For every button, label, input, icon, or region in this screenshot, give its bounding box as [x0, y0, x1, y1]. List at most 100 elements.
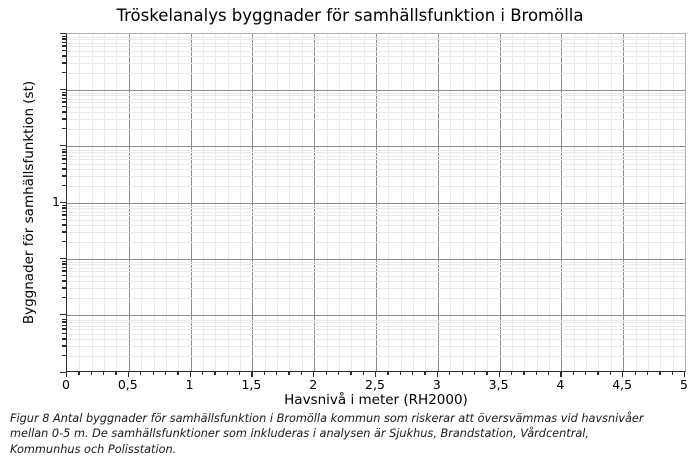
y-tick-major [60, 145, 66, 147]
x-gridline-minor [573, 34, 575, 371]
x-tick-label: 0 [62, 377, 70, 392]
x-tick-minor [152, 372, 154, 375]
x-gridline-major [561, 34, 563, 371]
y-gridline-minor [67, 215, 685, 217]
x-tick-minor [239, 372, 241, 375]
y-gridline-minor [67, 356, 685, 358]
y-tick-minor [62, 218, 66, 221]
x-tick-major [622, 372, 624, 377]
y-tick-minor [62, 128, 66, 130]
y-tick-major [60, 202, 66, 204]
y-tick-major [60, 314, 66, 316]
x-tick-major [498, 372, 500, 377]
x-tick-minor [276, 372, 278, 375]
y-tick-minor [62, 297, 66, 299]
x-tick-minor [115, 372, 117, 375]
x-gridline-minor [536, 34, 538, 371]
y-gridline-major [67, 90, 685, 91]
y-gridline-minor [67, 92, 685, 94]
x-tick-label: 1,5 [241, 377, 262, 392]
y-gridline-minor [67, 346, 685, 348]
x-gridline-minor [277, 34, 279, 371]
y-gridline-minor [67, 275, 685, 277]
x-tick-minor [486, 372, 488, 375]
y-tick-minor [62, 94, 66, 96]
y-gridline-minor [67, 176, 685, 178]
y-gridline-minor [67, 298, 685, 300]
y-gridline-minor [67, 159, 685, 161]
x-gridline-minor [165, 34, 167, 371]
x-tick-label: 2 [309, 377, 318, 392]
y-gridline-minor [67, 325, 685, 327]
x-tick-major [684, 372, 686, 377]
x-gridline-minor [610, 34, 612, 371]
x-gridline-minor [511, 34, 513, 371]
caption-line-2: mellan 0-5 m. De samhällsfunktioner som … [10, 427, 589, 441]
y-tick-minor [62, 345, 66, 347]
x-gridline-minor [227, 34, 229, 371]
x-gridline-major [376, 34, 377, 371]
y-gridline-minor [67, 211, 685, 213]
x-tick-label: 5 [680, 377, 688, 392]
x-tick-minor [78, 372, 80, 375]
y-tick-minor [62, 318, 66, 320]
y-tick-minor [62, 38, 66, 40]
x-gridline-minor [462, 34, 464, 371]
x-tick-minor [449, 372, 451, 375]
figure-caption: Figur 8 Antal byggnader för samhällsfunk… [10, 411, 692, 457]
x-tick-minor [263, 372, 266, 375]
y-tick-minor [62, 260, 66, 262]
x-tick-minor [177, 372, 179, 375]
y-tick-minor [62, 332, 66, 335]
x-gridline-minor [647, 34, 649, 371]
x-tick-minor [226, 372, 228, 375]
chart-figure: 0 0,5 1 1,5 2 2,5 3 3,5 4 4,5 5 1 Havsnivå i meter … [21, 33, 688, 408]
x-gridline-minor [400, 34, 402, 371]
x-tick-minor [572, 372, 575, 375]
x-gridline-major [314, 34, 316, 371]
y-tick-minor [62, 101, 66, 103]
y-tick-major [60, 372, 66, 374]
x-tick-label: 2,5 [365, 377, 385, 392]
y-gridline-minor [67, 225, 685, 227]
y-gridline-minor [67, 271, 685, 273]
y-tick-minor [62, 328, 66, 330]
x-gridline-minor [215, 34, 217, 371]
y-tick-minor [62, 35, 66, 37]
x-gridline-minor [326, 34, 328, 371]
caption-line-1: Figur 8 Antal byggnader för samhällsfunk… [10, 412, 644, 425]
y-tick-minor [62, 214, 66, 216]
y-tick-minor [62, 162, 66, 165]
x-gridline-minor [549, 34, 551, 371]
x-gridline-minor [524, 34, 526, 371]
y-gridline-major [67, 315, 685, 316]
plot-area [66, 33, 686, 372]
x-tick-major [189, 372, 191, 377]
x-tick-minor [387, 372, 389, 375]
y-tick-minor [62, 45, 66, 47]
y-tick-minor [62, 287, 66, 289]
x-tick-minor [399, 372, 402, 375]
y-gridline-minor [67, 42, 685, 44]
y-gridline-minor [67, 39, 685, 41]
x-tick-minor [350, 372, 352, 375]
y-gridline-minor [67, 169, 685, 171]
y-gridline-minor [67, 98, 685, 100]
y-gridline-minor [67, 322, 685, 324]
x-axis-label: Havsnivå i meter (RH2000) [284, 392, 468, 408]
x-tick-label: 3,5 [488, 377, 509, 392]
x-tick-minor [412, 372, 414, 375]
y-tick-minor [62, 185, 66, 187]
x-tick-major [313, 372, 315, 377]
y-tick-minor [62, 280, 66, 282]
y-gridline-minor [67, 112, 685, 114]
x-gridline-minor [672, 34, 674, 371]
y-gridline-minor [67, 163, 685, 165]
y-tick-major [60, 89, 66, 91]
y-tick-minor [62, 91, 66, 93]
x-gridline-minor [487, 34, 489, 371]
x-gridline-major [437, 34, 439, 371]
y-gridline-minor [67, 50, 685, 52]
x-tick-minor [535, 372, 537, 375]
x-gridline-minor [635, 34, 637, 371]
